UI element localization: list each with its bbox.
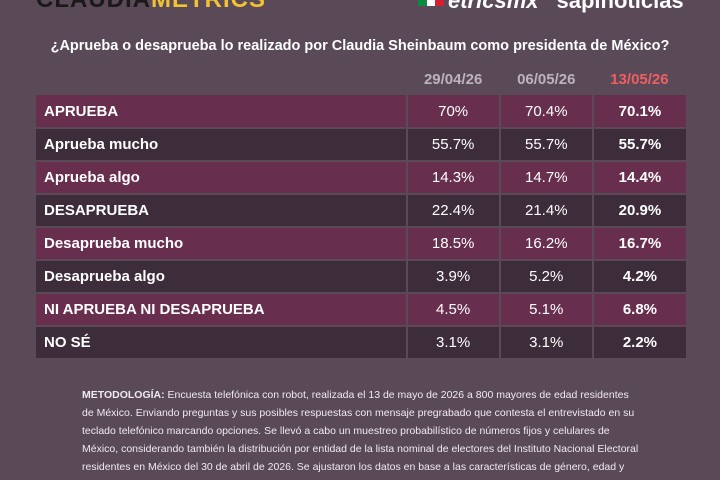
- flag-stripe-green: [418, 0, 427, 6]
- mexico-flag-icon: [418, 0, 445, 6]
- row-value-1: 4.5%: [405, 293, 500, 327]
- row-label: NO SÉ: [36, 326, 407, 360]
- row-value-3: 55.7%: [591, 128, 686, 162]
- row-value-2: 70.4%: [498, 95, 593, 129]
- row-value-1: 70%: [405, 95, 500, 129]
- methodology-note: METODOLOGÍA: Encuesta telefónica con rob…: [82, 386, 642, 480]
- row-label: NI APRUEBA NI DESAPRUEBA: [36, 293, 407, 327]
- row-value-3: 4.2%: [591, 260, 686, 294]
- poll-question: ¿Aprueba o desaprueba lo realizado por C…: [50, 38, 670, 54]
- table-row: Aprueba algo 14.3% 14.7% 14.4%: [36, 161, 686, 195]
- row-value-2: 16.2%: [498, 227, 593, 261]
- flag-stripe-white: [426, 0, 436, 6]
- row-value-1: 22.4%: [405, 194, 500, 228]
- row-value-1: 3.1%: [405, 326, 500, 360]
- column-header-date-1: 29/04/26: [423, 71, 483, 88]
- brand-logo-left: CLAUDIAMETRICS: [36, 0, 266, 14]
- methodology-text: Encuesta telefónica con robot, realizada…: [82, 389, 639, 480]
- column-header-date-3: 13/05/26: [610, 71, 669, 88]
- row-value-3: 20.9%: [591, 194, 686, 228]
- flag-stripe-red: [435, 0, 445, 6]
- header-bar: CLAUDIAMETRICS etricsmx sapinoticias: [0, 0, 720, 14]
- column-header-date-2: 06/05/26: [517, 71, 576, 88]
- row-label: Desaprueba mucho: [36, 227, 407, 261]
- row-label: Desaprueba algo: [36, 260, 407, 294]
- methodology-label: METODOLOGÍA:: [82, 389, 165, 401]
- brand-sapi-text: sapinoticias: [556, 0, 684, 13]
- row-value-2: 21.4%: [498, 194, 593, 228]
- row-value-1: 18.5%: [405, 227, 500, 261]
- poll-table-header: 29/04/26 06/05/26 13/05/26: [36, 64, 686, 95]
- row-value-3: 70.1%: [591, 95, 686, 129]
- table-row: NI APRUEBA NI DESAPRUEBA 4.5% 5.1% 6.8%: [36, 293, 686, 327]
- table-row: APRUEBA 70% 70.4% 70.1%: [36, 95, 686, 129]
- row-value-3: 2.2%: [591, 326, 686, 360]
- row-value-2: 14.7%: [498, 161, 593, 195]
- row-label: DESAPRUEBA: [36, 194, 407, 228]
- row-value-3: 14.4%: [591, 161, 686, 195]
- brand-left-part-b: METRICS: [151, 0, 266, 13]
- row-value-2: 3.1%: [498, 326, 593, 360]
- row-value-1: 14.3%: [405, 161, 500, 195]
- row-value-2: 55.7%: [498, 128, 593, 162]
- row-label: Aprueba mucho: [36, 128, 407, 162]
- row-value-1: 3.9%: [405, 260, 500, 294]
- brand-metrics-text: etricsmx: [448, 0, 539, 13]
- row-value-3: 16.7%: [591, 227, 686, 261]
- poll-table-body: APRUEBA 70% 70.4% 70.1% Aprueba mucho 55.7% 55…: [36, 95, 686, 360]
- table-row: DESAPRUEBA 22.4% 21.4% 20.9%: [36, 194, 686, 228]
- brand-left-part-a: CLAUDIA: [36, 0, 151, 13]
- table-row: NO SÉ 3.1% 3.1% 2.2%: [36, 326, 686, 360]
- row-value-1: 55.7%: [405, 128, 500, 162]
- table-row: Desaprueba mucho 18.5% 16.2% 16.7%: [36, 227, 686, 261]
- row-label: APRUEBA: [36, 95, 407, 129]
- row-value-2: 5.2%: [498, 260, 593, 294]
- header-blank: [36, 64, 407, 95]
- poll-table: 29/04/26 06/05/26 13/05/26 APRUEBA 70% 70.…: [36, 64, 686, 360]
- row-value-2: 5.1%: [498, 293, 593, 327]
- table-row: Desaprueba algo 3.9% 5.2% 4.2%: [36, 260, 686, 294]
- brand-logo-right: etricsmx sapinoticias: [418, 0, 684, 14]
- row-value-3: 6.8%: [591, 293, 686, 327]
- table-row: Aprueba mucho 55.7% 55.7% 55.7%: [36, 128, 686, 162]
- row-label: Aprueba algo: [36, 161, 407, 195]
